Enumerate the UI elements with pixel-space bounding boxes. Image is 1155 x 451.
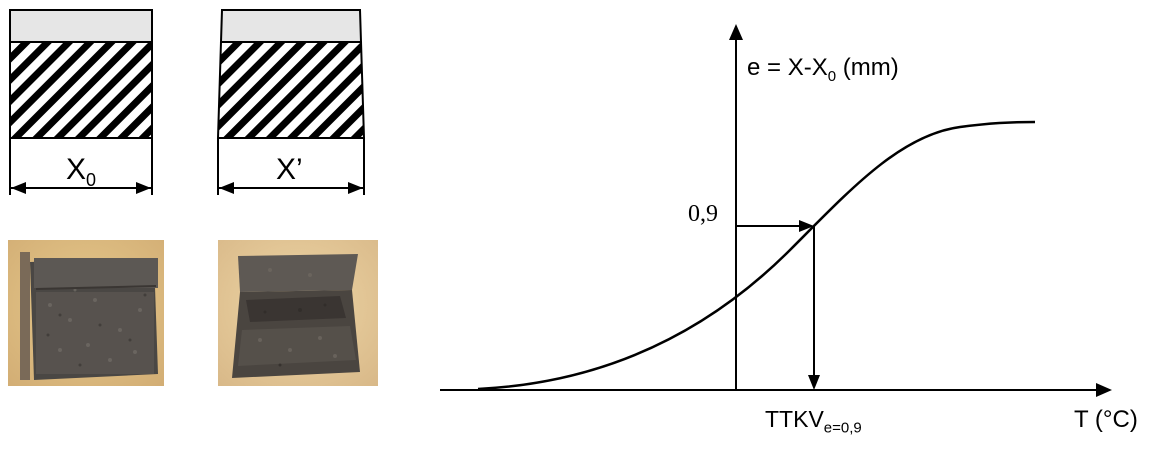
- y-axis-title: e = X-X0 (mm): [747, 56, 899, 84]
- specimen-before-label-main: X: [66, 153, 87, 186]
- specimen-before-photo: [8, 240, 164, 386]
- series-line: [477, 120, 1036, 391]
- specimen-before-label-sub: 0: [86, 170, 97, 190]
- y-axis-title-main: e = X-X: [747, 54, 828, 81]
- marker-x-label-main: TTKV: [765, 406, 824, 432]
- specimen-after-label: X’: [276, 155, 303, 185]
- x-axis-title: T (°C): [1074, 406, 1138, 433]
- marker-horizontal-arrow-icon: [799, 220, 814, 232]
- y-axis-title-unit: (mm): [836, 54, 899, 81]
- specimen-after-cap: [219, 9, 363, 43]
- dimension-arrow-right-icon: [136, 182, 151, 194]
- chart: [440, 24, 1112, 397]
- specimen-after-diagram: [216, 9, 366, 195]
- specimen-after-photo: [218, 240, 378, 386]
- y-axis-title-sub: 0: [827, 67, 837, 85]
- specimen-after-hatch: [216, 41, 366, 139]
- marker-x-label: TTKVe=0,9: [765, 408, 862, 436]
- x-axis-arrow-icon: [1096, 383, 1112, 397]
- y-axis-arrow-icon: [729, 24, 743, 40]
- marker-x-label-sub: e=0,9: [823, 419, 862, 437]
- specimen-before-hatch: [9, 41, 153, 139]
- marker-vertical-arrow-icon: [808, 375, 820, 390]
- marker-y-label: 0,9: [688, 201, 718, 227]
- specimen-after-label-text: X’: [276, 153, 303, 186]
- specimen-before-cap: [9, 9, 153, 43]
- specimen-before-diagram: [9, 9, 153, 195]
- dimension-arrow-left-icon: [219, 182, 234, 194]
- specimen-before-label: X0: [66, 153, 97, 190]
- dimension-arrow-right-icon: [348, 182, 363, 194]
- dimension-arrow-left-icon: [11, 182, 26, 194]
